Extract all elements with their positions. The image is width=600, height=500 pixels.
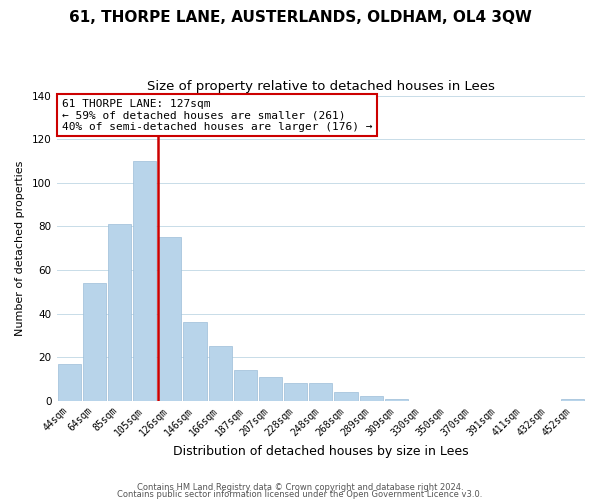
Text: 61 THORPE LANE: 127sqm
← 59% of detached houses are smaller (261)
40% of semi-de: 61 THORPE LANE: 127sqm ← 59% of detached…: [62, 98, 373, 132]
Bar: [234, 370, 257, 400]
Bar: [158, 237, 181, 400]
X-axis label: Distribution of detached houses by size in Lees: Distribution of detached houses by size …: [173, 444, 469, 458]
Bar: [184, 322, 206, 400]
Bar: [359, 396, 383, 400]
Bar: [284, 384, 307, 400]
Bar: [309, 384, 332, 400]
Text: 61, THORPE LANE, AUSTERLANDS, OLDHAM, OL4 3QW: 61, THORPE LANE, AUSTERLANDS, OLDHAM, OL…: [68, 10, 532, 25]
Bar: [58, 364, 81, 401]
Y-axis label: Number of detached properties: Number of detached properties: [15, 160, 25, 336]
Bar: [259, 376, 282, 400]
Bar: [209, 346, 232, 401]
Text: Contains HM Land Registry data © Crown copyright and database right 2024.: Contains HM Land Registry data © Crown c…: [137, 484, 463, 492]
Bar: [133, 161, 156, 400]
Bar: [334, 392, 358, 400]
Bar: [385, 398, 408, 400]
Bar: [83, 283, 106, 401]
Bar: [561, 398, 584, 400]
Bar: [108, 224, 131, 400]
Title: Size of property relative to detached houses in Lees: Size of property relative to detached ho…: [147, 80, 495, 93]
Text: Contains public sector information licensed under the Open Government Licence v3: Contains public sector information licen…: [118, 490, 482, 499]
